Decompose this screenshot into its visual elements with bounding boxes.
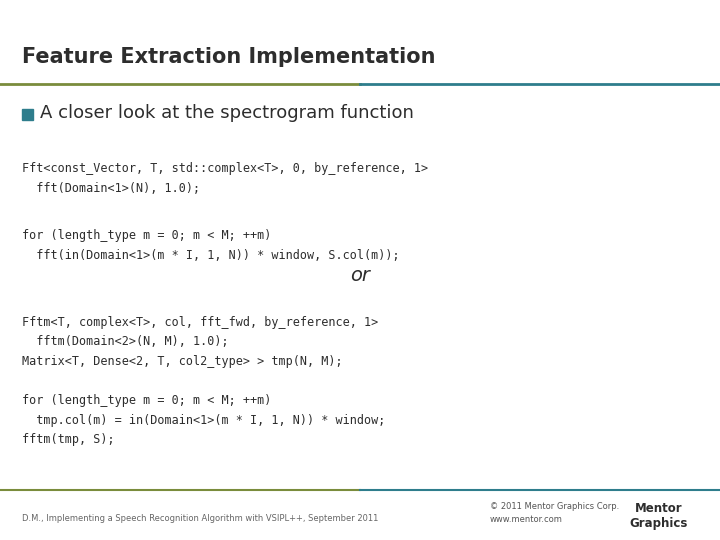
Text: © 2011 Mentor Graphics Corp.
www.mentor.com: © 2011 Mentor Graphics Corp. www.mentor.… bbox=[490, 502, 619, 524]
Text: A closer look at the spectrogram function: A closer look at the spectrogram functio… bbox=[40, 104, 414, 123]
Text: for (length_type m = 0; m < M; ++m)
  fft(in(Domain<1>(m * I, 1, N)) * window, S: for (length_type m = 0; m < M; ++m) fft(… bbox=[22, 230, 399, 262]
Text: D.M., Implementing a Speech Recognition Algorithm with VSIPL++, September 2011: D.M., Implementing a Speech Recognition … bbox=[22, 514, 378, 523]
Text: Fft<const_Vector, T, std::complex<T>, 0, by_reference, 1>
  fft(Domain<1>(N), 1.: Fft<const_Vector, T, std::complex<T>, 0,… bbox=[22, 162, 428, 194]
Text: Mentor
Graphics: Mentor Graphics bbox=[629, 502, 688, 530]
FancyBboxPatch shape bbox=[22, 109, 33, 120]
Text: Feature Extraction Implementation: Feature Extraction Implementation bbox=[22, 46, 435, 67]
Text: for (length_type m = 0; m < M; ++m)
  tmp.col(m) = in(Domain<1>(m * I, 1, N)) * : for (length_type m = 0; m < M; ++m) tmp.… bbox=[22, 394, 385, 446]
Text: or: or bbox=[350, 266, 370, 285]
Text: Fftm<T, complex<T>, col, fft_fwd, by_reference, 1>
  fftm(Domain<2>(N, M), 1.0);: Fftm<T, complex<T>, col, fft_fwd, by_ref… bbox=[22, 316, 378, 368]
